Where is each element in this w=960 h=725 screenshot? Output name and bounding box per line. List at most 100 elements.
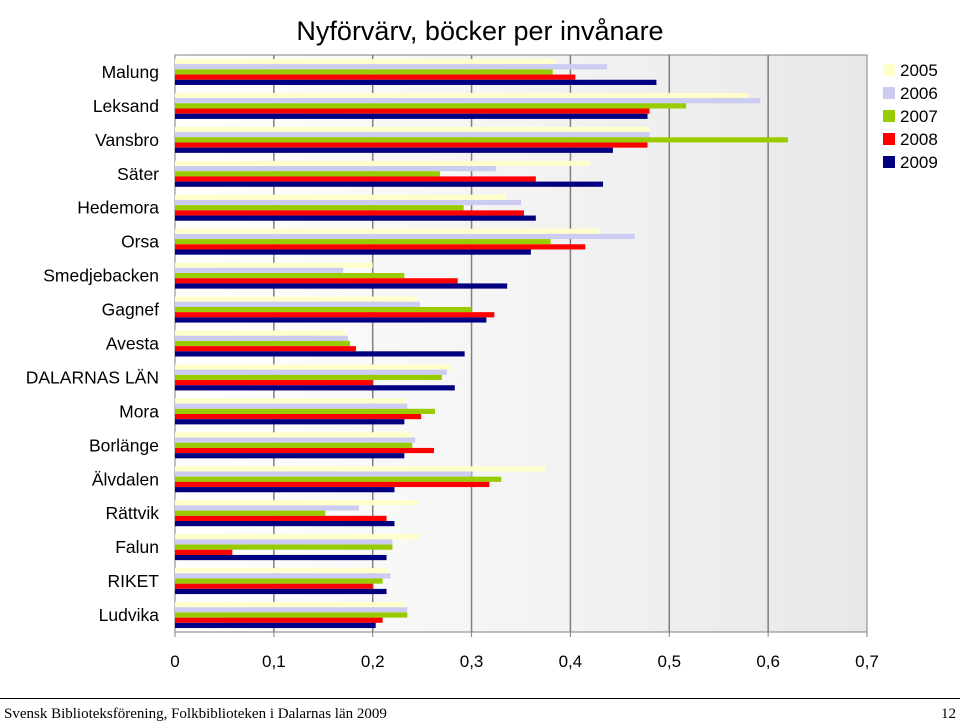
- legend-label: 2009: [900, 153, 938, 172]
- footer: Svensk Biblioteksförening, Folkbibliotek…: [0, 698, 960, 725]
- category-label: Vansbro: [95, 130, 159, 150]
- bar-2008: [175, 346, 356, 352]
- category-label: Falun: [115, 537, 159, 557]
- bar-2009: [175, 181, 604, 187]
- legend-label: 2006: [900, 84, 938, 103]
- bar-2006: [175, 369, 447, 375]
- bar-2007: [175, 205, 464, 211]
- bar-2006: [175, 335, 348, 341]
- bar-2009: [175, 622, 376, 629]
- bar-2007: [175, 510, 326, 516]
- bar-2005: [175, 58, 556, 65]
- bar-2006: [175, 403, 408, 409]
- category-label: Malung: [102, 62, 159, 82]
- bar-2005: [175, 466, 546, 472]
- bar-2005: [175, 330, 346, 336]
- legend-swatch: [883, 110, 895, 122]
- page-number: 12: [941, 706, 956, 722]
- bar-2008: [175, 142, 648, 148]
- bar-2005: [175, 126, 650, 133]
- chart-title: Nyförvärv, böcker per invånare: [296, 16, 663, 46]
- bar-2007: [175, 273, 405, 279]
- category-label: Mora: [119, 401, 159, 421]
- bar-2009: [175, 385, 455, 391]
- bar-2005: [175, 160, 591, 166]
- bar-2008: [175, 210, 524, 216]
- x-tick-label: 0,6: [756, 652, 780, 671]
- bar-2007: [175, 476, 502, 482]
- bar-2006: [175, 301, 421, 307]
- legend-label: 2007: [900, 107, 938, 126]
- bar-2008: [175, 413, 422, 420]
- bar-2008: [175, 617, 383, 623]
- bar-2006: [175, 233, 635, 240]
- bar-2006: [175, 132, 650, 138]
- bar-2008: [175, 108, 650, 114]
- category-label: RIKET: [107, 571, 159, 591]
- bar-2009: [175, 419, 405, 425]
- bar-2009: [175, 283, 508, 289]
- category-label: Avesta: [106, 334, 159, 354]
- x-tick-label: 0,3: [460, 652, 484, 671]
- x-tick-label: 0,1: [262, 652, 286, 671]
- bar-2005: [175, 92, 749, 99]
- category-label: Orsa: [121, 232, 159, 252]
- bar-2006: [175, 437, 416, 443]
- bar-2008: [175, 515, 387, 522]
- bar-2005: [175, 296, 418, 302]
- bar-2008: [175, 176, 536, 182]
- bar-2009: [175, 453, 405, 459]
- bar-2006: [175, 573, 391, 579]
- bar-2007: [175, 374, 442, 381]
- legend-label: 2005: [900, 61, 938, 80]
- bar-2009: [175, 521, 395, 527]
- bar-2007: [175, 544, 393, 550]
- legend-swatch: [883, 87, 895, 99]
- bar-2006: [175, 64, 608, 70]
- bar-2009: [175, 215, 536, 221]
- x-tick-label: 0,4: [559, 652, 583, 671]
- bar-2008: [175, 481, 490, 488]
- bar-2007: [175, 69, 553, 75]
- bar-2006: [175, 505, 359, 511]
- bar-2008: [175, 278, 458, 284]
- bar-2006: [175, 199, 521, 206]
- bar-2006: [175, 98, 761, 104]
- legend-label: 2008: [900, 130, 938, 149]
- bar-2008: [175, 380, 373, 386]
- bar-2009: [175, 147, 613, 153]
- bar-2005: [175, 364, 452, 370]
- bar-2007: [175, 137, 788, 143]
- category-label: Rättvik: [106, 503, 160, 523]
- bar-2005: [175, 432, 413, 438]
- bar-2006: [175, 607, 408, 613]
- legend-swatch: [883, 133, 895, 145]
- category-label: Gagnef: [102, 300, 160, 320]
- bar-2007: [175, 578, 383, 584]
- category-label: Borlänge: [89, 435, 159, 455]
- bar-2009: [175, 588, 387, 595]
- category-label: DALARNAS LÄN: [26, 367, 159, 387]
- bar-2009: [175, 113, 648, 119]
- bar-2007: [175, 612, 408, 618]
- bar-2009: [175, 249, 531, 255]
- bar-2009: [175, 351, 465, 357]
- bar-2005: [175, 398, 406, 404]
- category-label: Älvdalen: [92, 469, 159, 489]
- bar-2007: [175, 171, 440, 177]
- bar-2008: [175, 74, 576, 80]
- bar-2007: [175, 340, 350, 347]
- x-tick-label: 0,7: [855, 652, 879, 671]
- bars: [175, 58, 788, 629]
- bar-2005: [175, 194, 507, 200]
- x-tick-label: 0,5: [657, 652, 681, 671]
- bar-2008: [175, 447, 435, 454]
- legend: 2005 2006 2007 2008 2009: [883, 61, 938, 172]
- bar-2005: [175, 262, 373, 268]
- category-label: Säter: [117, 164, 159, 184]
- bar-2005: [175, 500, 418, 506]
- x-tick-label: 0,2: [361, 652, 385, 671]
- bar-2009: [175, 317, 487, 323]
- bar-2008: [175, 549, 233, 555]
- bar-2008: [175, 244, 586, 250]
